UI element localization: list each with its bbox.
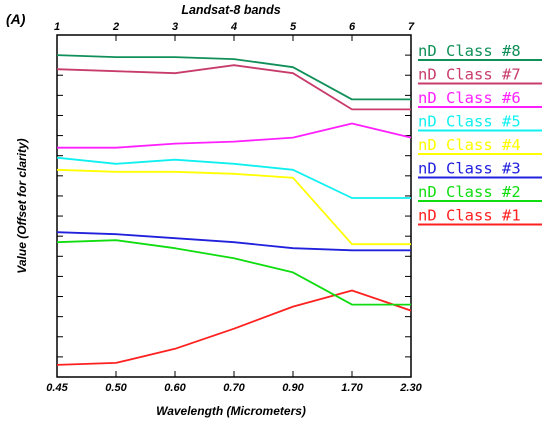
plot-frame — [56, 34, 412, 378]
top-tick-label: 5 — [290, 21, 297, 33]
bottom-tick-label: 0.50 — [105, 382, 127, 394]
legend-entry: nD Class #6 — [418, 89, 521, 107]
legend-entry: nD Class #7 — [418, 66, 521, 84]
chart-title: Landsat-8 bands — [181, 3, 280, 17]
bottom-tick-label: 0.45 — [46, 382, 68, 394]
legend-entry: nD Class #4 — [418, 136, 521, 154]
top-tick-label: 4 — [230, 21, 237, 33]
legend-entry: nD Class #8 — [418, 42, 521, 60]
series-line — [56, 54, 411, 101]
bottom-tick-label: 2.30 — [399, 382, 422, 394]
axis-ticks — [56, 35, 412, 377]
series-line — [56, 239, 411, 306]
top-tick-label: 3 — [172, 21, 178, 33]
bottom-tick-label: 0.90 — [282, 382, 304, 394]
series-line — [56, 168, 411, 246]
top-tick-labels: 1 2 3 4 5 6 7 — [54, 21, 415, 33]
series-line — [56, 231, 411, 252]
legend-entry: nD Class #3 — [418, 160, 521, 178]
legend-entry: nD Class #5 — [418, 113, 521, 131]
top-tick-label: 7 — [408, 21, 415, 33]
top-tick-label: 2 — [112, 21, 119, 33]
series-lines — [56, 54, 412, 366]
top-tick-label: 1 — [54, 21, 60, 33]
bottom-tick-label: 1.70 — [341, 382, 363, 394]
legend: nD Class #8 nD Class #7 nD Class #6 nD Clas… — [418, 42, 542, 226]
series-line — [56, 64, 411, 111]
series-line — [56, 289, 412, 366]
panel-label: (A) — [6, 11, 26, 27]
x-axis-label: Wavelength (Micrometers) — [156, 404, 306, 418]
series-line — [56, 156, 411, 199]
y-axis-label: Value (Offset for clarity) — [15, 138, 29, 273]
bottom-tick-label: 0.70 — [223, 382, 245, 394]
legend-entry: nD Class #2 — [418, 183, 521, 201]
bottom-tick-labels: 0.45 0.50 0.60 0.70 0.90 1.70 2.30 — [46, 382, 422, 394]
series-line — [57, 122, 412, 149]
top-tick-label: 6 — [349, 21, 356, 33]
bottom-tick-label: 0.60 — [164, 382, 186, 394]
legend-entry: nD Class #1 — [418, 207, 521, 225]
